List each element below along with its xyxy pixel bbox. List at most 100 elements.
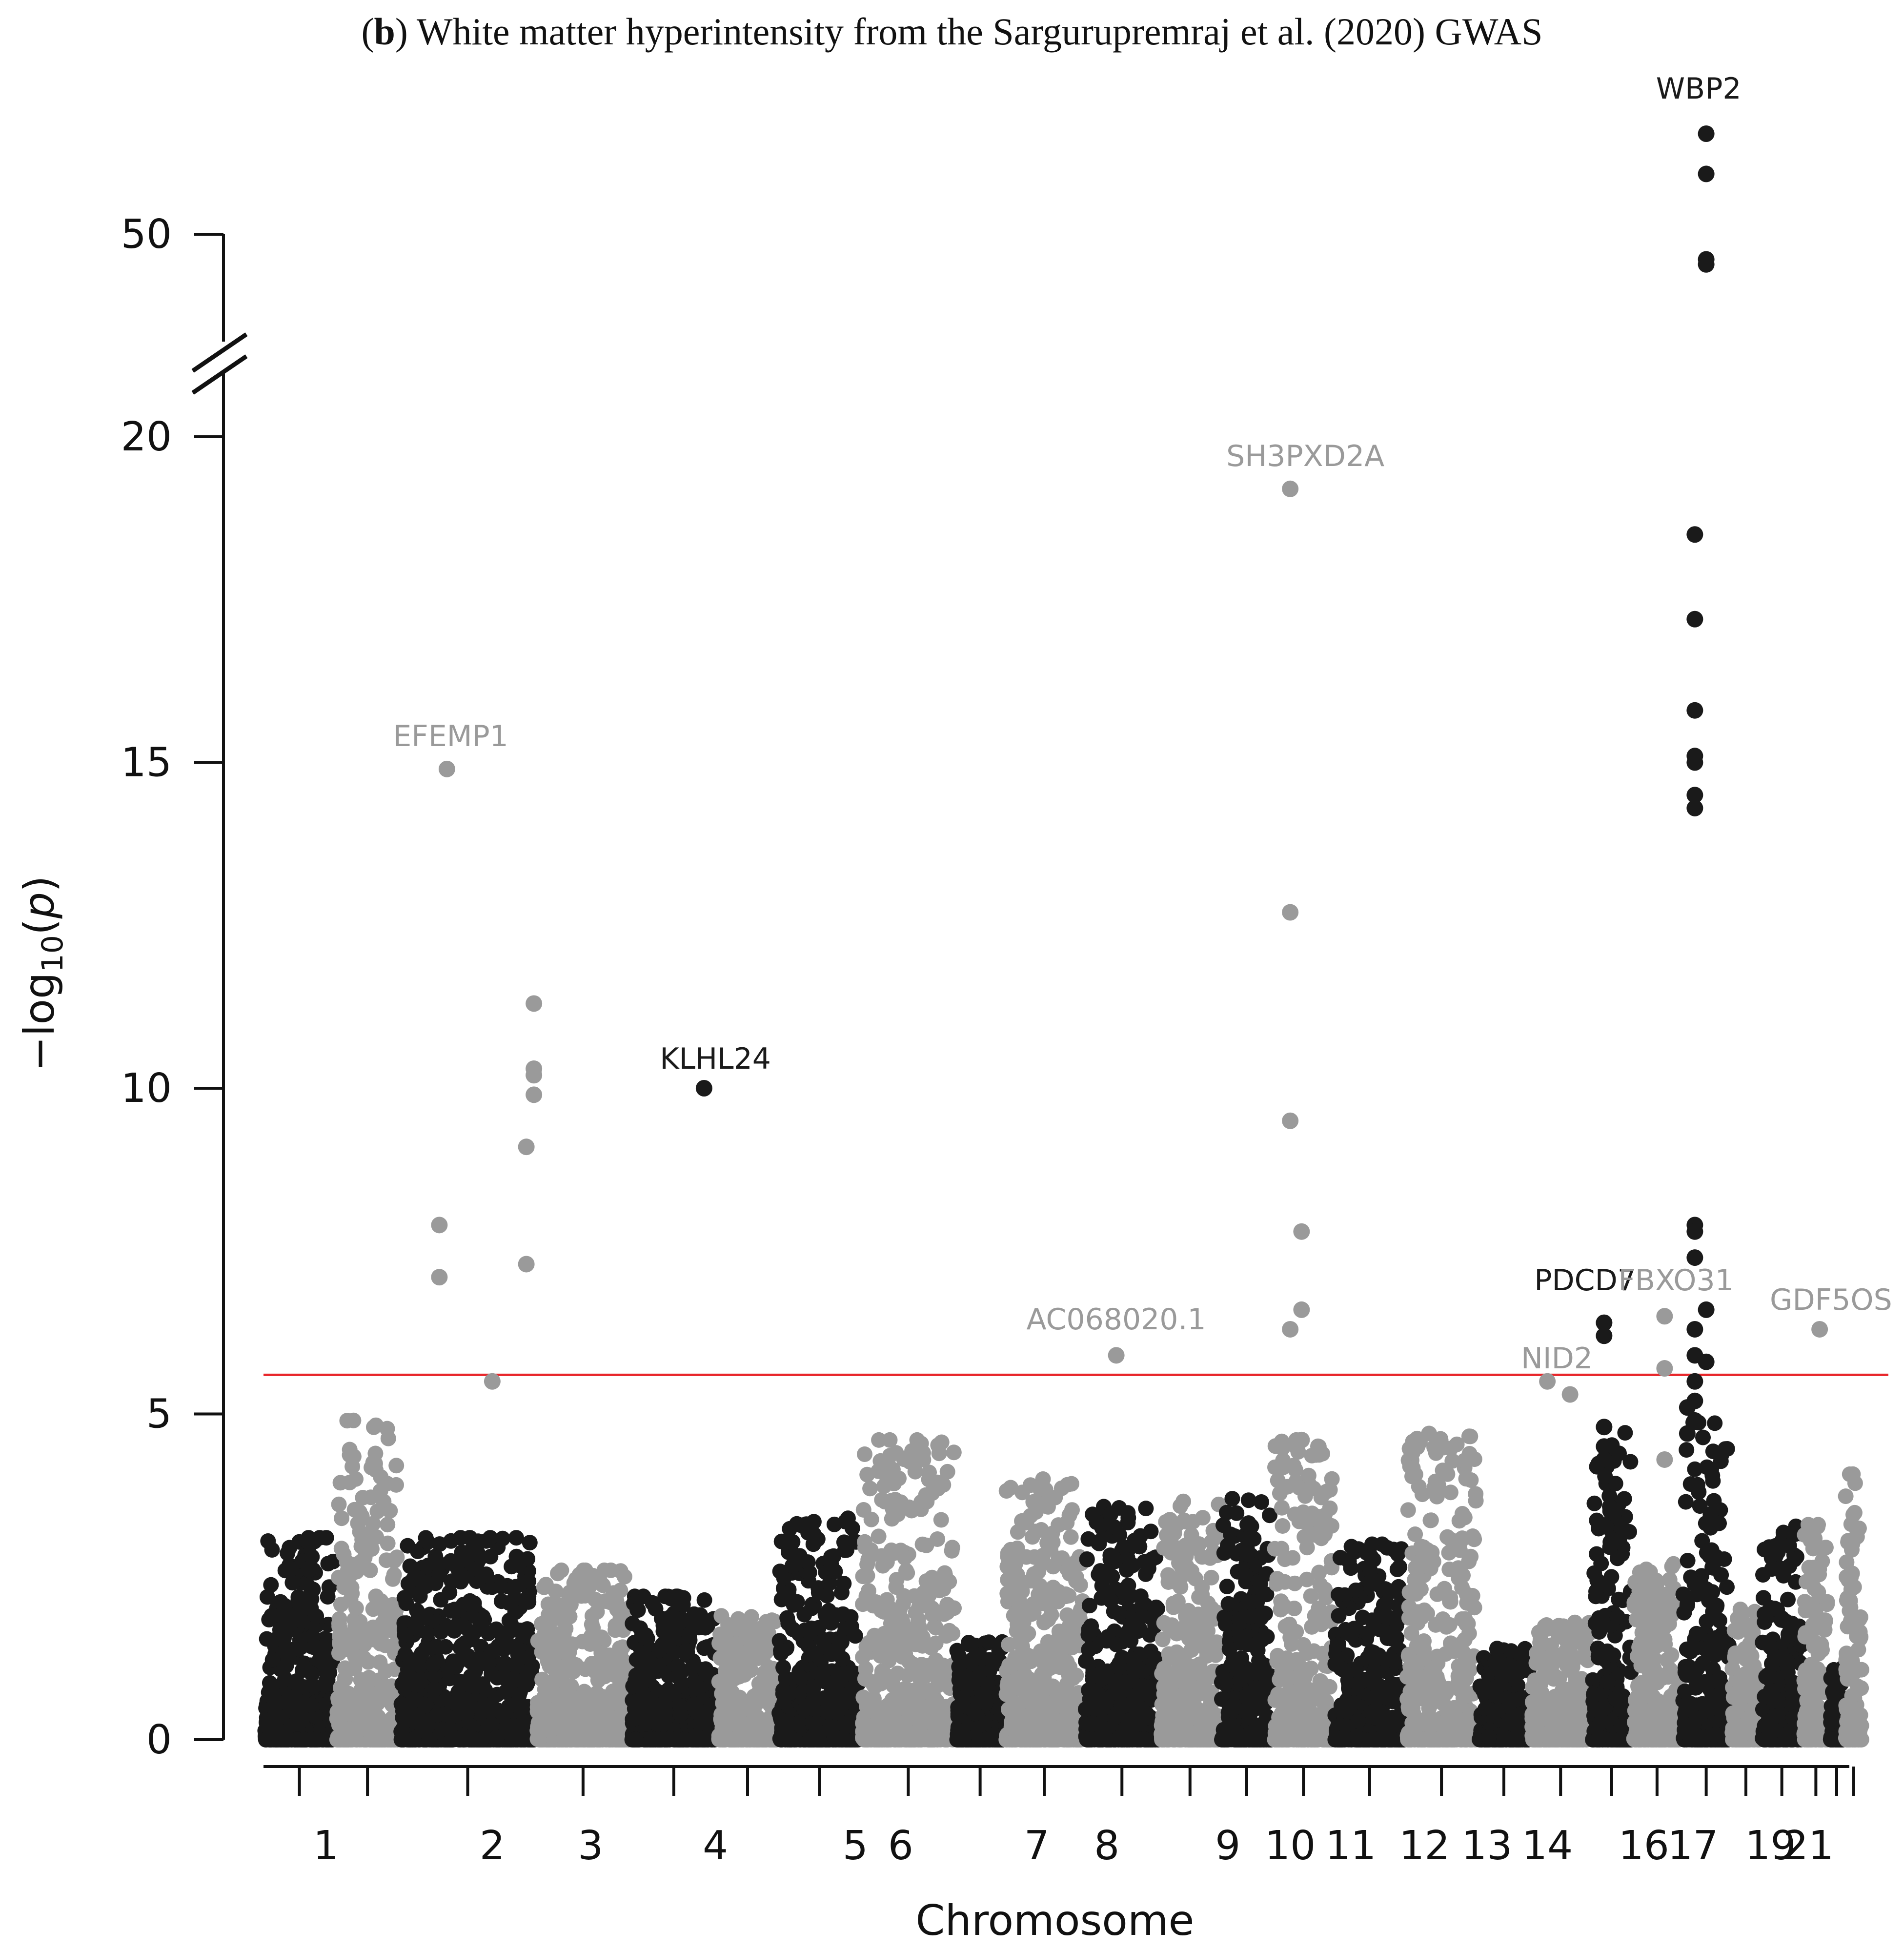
snp-point bbox=[591, 1705, 607, 1721]
snp-point bbox=[699, 1639, 715, 1655]
snp-point bbox=[775, 1660, 791, 1676]
snp-point bbox=[888, 1579, 904, 1595]
snp-point bbox=[867, 1627, 883, 1644]
snp-point bbox=[730, 1652, 747, 1668]
snp-point bbox=[347, 1730, 363, 1746]
snp-point bbox=[1024, 1692, 1040, 1708]
snp-point bbox=[696, 1619, 712, 1635]
snp-point bbox=[715, 1673, 731, 1689]
snp-point bbox=[913, 1436, 929, 1451]
snp-point bbox=[823, 1646, 839, 1662]
snp-point bbox=[904, 1503, 920, 1519]
snp-point bbox=[924, 1600, 940, 1616]
snp-point bbox=[928, 1635, 944, 1651]
snp-point bbox=[453, 1574, 469, 1590]
snp-point bbox=[468, 1561, 485, 1577]
snp-point bbox=[857, 1446, 872, 1462]
snp-point bbox=[298, 1575, 314, 1591]
snp-point bbox=[378, 1607, 394, 1623]
snp-point bbox=[345, 1688, 362, 1705]
snp-point bbox=[950, 1732, 966, 1748]
snp-point bbox=[340, 1662, 356, 1678]
snp-point bbox=[629, 1602, 646, 1618]
snp-point bbox=[1003, 1480, 1019, 1496]
snp-point bbox=[452, 1673, 468, 1689]
snp-point bbox=[514, 1673, 529, 1689]
snp-point bbox=[301, 1562, 317, 1578]
snp-point bbox=[648, 1658, 664, 1674]
snp-point bbox=[863, 1511, 879, 1527]
snp-point bbox=[396, 1590, 412, 1606]
snp-point bbox=[578, 1711, 594, 1727]
chromosome-points-group bbox=[257, 1530, 342, 1748]
snp-point bbox=[1006, 1591, 1022, 1607]
title-text: ) White matter hyperintensity from the S… bbox=[395, 10, 1543, 53]
snp-point bbox=[1001, 1657, 1017, 1673]
snp-point bbox=[263, 1577, 279, 1593]
snp-point bbox=[1033, 1522, 1049, 1538]
snp-point bbox=[283, 1697, 299, 1713]
snp-point bbox=[438, 1639, 454, 1655]
snp-point bbox=[1035, 1496, 1052, 1512]
snp-point bbox=[261, 1612, 277, 1627]
snp-point bbox=[264, 1652, 281, 1668]
snp-point bbox=[380, 1535, 396, 1551]
snp-point bbox=[400, 1576, 416, 1592]
snp-point bbox=[455, 1701, 471, 1717]
snp-point bbox=[914, 1536, 931, 1552]
snp-point bbox=[785, 1621, 801, 1637]
snp-point bbox=[684, 1731, 700, 1748]
snp-point bbox=[1056, 1660, 1072, 1676]
snp-point bbox=[317, 1677, 333, 1693]
snp-point bbox=[454, 1617, 470, 1633]
snp-point bbox=[511, 1557, 527, 1573]
snp-point bbox=[607, 1727, 623, 1743]
snp-point bbox=[376, 1494, 392, 1509]
snp-point bbox=[418, 1640, 434, 1656]
snp-point bbox=[579, 1730, 595, 1747]
snp-point bbox=[369, 1731, 385, 1748]
snp-point bbox=[880, 1706, 895, 1722]
snp-point bbox=[806, 1514, 822, 1530]
snp-point bbox=[873, 1603, 889, 1618]
snp-point bbox=[867, 1679, 883, 1695]
snp-point bbox=[379, 1619, 395, 1635]
snp-point bbox=[318, 1530, 334, 1546]
snp-point bbox=[517, 1592, 532, 1608]
snp-point bbox=[876, 1665, 892, 1681]
snp-point bbox=[397, 1627, 413, 1643]
snp-point bbox=[355, 1490, 371, 1505]
snp-point bbox=[783, 1715, 799, 1731]
snp-point bbox=[304, 1591, 320, 1607]
chromosome-points-group bbox=[529, 1562, 637, 1748]
snp-point bbox=[638, 1703, 654, 1719]
snp-point bbox=[780, 1585, 796, 1601]
snp-point bbox=[857, 1539, 873, 1555]
snp-point bbox=[888, 1445, 904, 1461]
snp-point bbox=[292, 1632, 308, 1648]
snp-point bbox=[653, 1697, 669, 1713]
snp-point bbox=[533, 1616, 549, 1632]
snp-point bbox=[1036, 1678, 1052, 1694]
snp-point bbox=[259, 1589, 275, 1605]
snp-point bbox=[860, 1725, 876, 1741]
snp-point bbox=[843, 1618, 859, 1634]
snp-point bbox=[507, 1605, 523, 1620]
snp-point bbox=[871, 1528, 887, 1545]
snp-point bbox=[484, 1716, 500, 1732]
snp-point bbox=[1040, 1634, 1056, 1650]
snp-point bbox=[907, 1463, 923, 1480]
chromosome-points-group bbox=[998, 1471, 1091, 1748]
snp-point bbox=[522, 1535, 538, 1551]
snp-point bbox=[473, 1612, 489, 1628]
snp-point bbox=[303, 1697, 319, 1713]
snp-point bbox=[865, 1703, 881, 1719]
snp-point bbox=[811, 1725, 828, 1741]
snp-point bbox=[782, 1732, 798, 1748]
snp-point bbox=[410, 1610, 426, 1626]
snp-point bbox=[657, 1731, 673, 1748]
snp-point bbox=[935, 1657, 951, 1673]
snp-point bbox=[1036, 1711, 1052, 1727]
snp-point bbox=[909, 1710, 924, 1727]
snp-point bbox=[855, 1649, 871, 1665]
